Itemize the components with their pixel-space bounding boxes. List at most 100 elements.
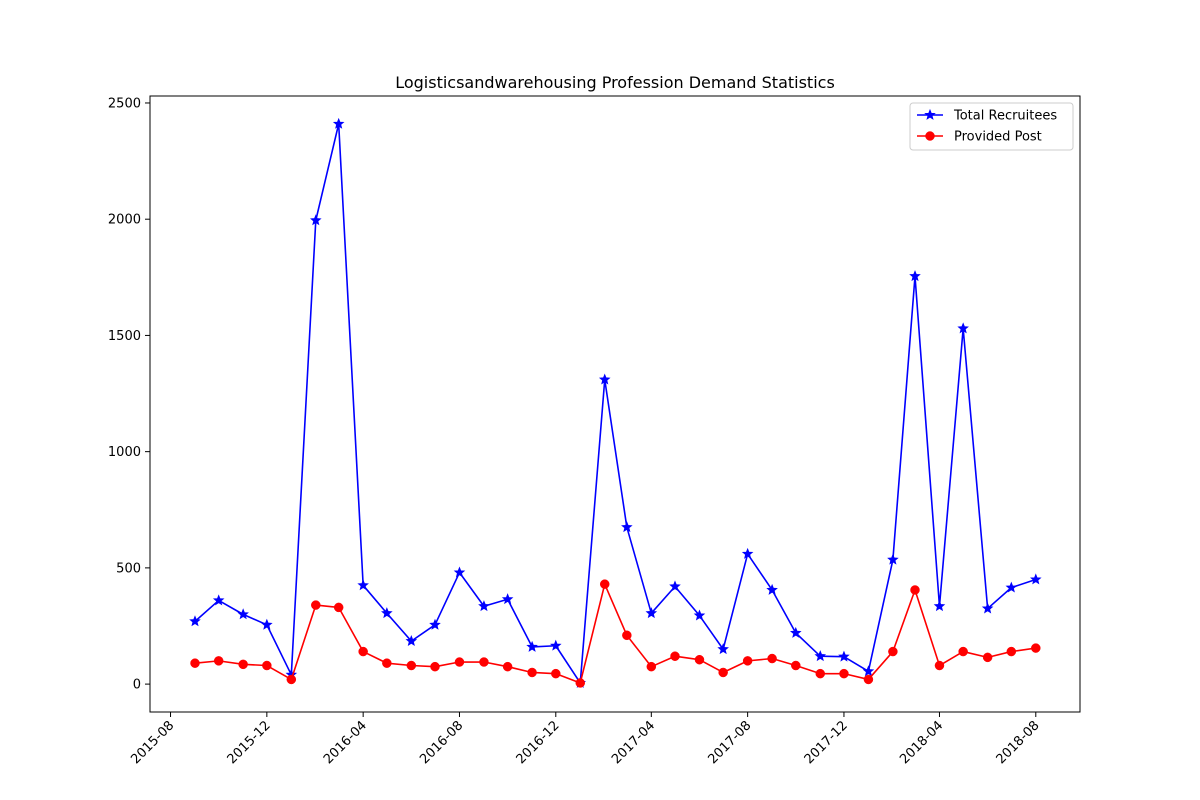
data-point-total-recruitees [887, 553, 899, 565]
legend-item-provided-post: Provided Post [917, 130, 1042, 145]
data-point-total-recruitees [838, 650, 850, 662]
data-point-provided-post [406, 660, 417, 671]
data-point-total-recruitees [212, 594, 225, 606]
y-tick-label: 500 [116, 561, 141, 576]
data-point-provided-post [599, 579, 610, 589]
data-point-provided-post [718, 667, 728, 678]
data-point-provided-post [934, 660, 945, 671]
legend-box [909, 102, 1074, 151]
data-point-total-recruitees [381, 607, 393, 619]
data-point-provided-post [742, 656, 753, 666]
plot-area-frame [149, 95, 1081, 713]
series-line-provided-post [194, 583, 1036, 684]
data-point-provided-post [190, 658, 200, 668]
data-point-provided-post [982, 652, 993, 663]
legend-items: Total Recruitees Provided Post [917, 109, 1057, 145]
data-point-provided-post [839, 668, 849, 679]
data-point-provided-post [311, 600, 321, 610]
y-tick-label: 1500 [108, 329, 141, 344]
data-point-provided-post [1006, 646, 1017, 657]
data-point-total-recruitees [261, 618, 273, 630]
data-point-total-recruitees [598, 373, 611, 385]
legend: Total Recruitees Provided Post [909, 102, 1074, 151]
data-point-total-recruitees [645, 607, 658, 619]
data-point-total-recruitees [332, 117, 345, 129]
legend-item-total-recruitees: Total Recruitees [917, 109, 1057, 124]
data-point-total-recruitees [526, 640, 538, 652]
x-tick-label: 2017-04 [609, 718, 658, 767]
series-total-recruitees [189, 117, 1042, 688]
legend-label: Provided Post [954, 130, 1042, 145]
data-point-total-recruitees [453, 566, 466, 578]
data-point-total-recruitees [981, 602, 994, 614]
data-point-total-recruitees [237, 608, 249, 620]
data-point-provided-post [622, 630, 632, 641]
data-point-provided-post [262, 660, 272, 671]
data-point-provided-post [670, 651, 680, 661]
series-line-total-recruitees [194, 123, 1037, 684]
data-point-provided-post [1031, 643, 1041, 653]
data-point-provided-post [430, 661, 440, 672]
data-point-total-recruitees [357, 579, 369, 591]
data-point-provided-post [791, 660, 801, 671]
data-point-provided-post [551, 668, 561, 679]
y-tick-label: 0 [133, 678, 141, 693]
data-point-provided-post [888, 646, 898, 657]
x-tick-label: 2016-08 [417, 718, 466, 767]
chart-title: Logisticsandwarehousing Profession Deman… [395, 73, 835, 92]
y-tick-label: 2000 [108, 213, 141, 228]
data-point-total-recruitees [717, 643, 729, 655]
data-point-total-recruitees [1030, 573, 1042, 585]
data-point-total-recruitees [478, 600, 490, 612]
data-point-provided-post [286, 674, 297, 685]
data-point-total-recruitees [669, 580, 681, 592]
data-point-provided-post [646, 661, 657, 672]
data-point-total-recruitees [310, 214, 322, 226]
data-point-total-recruitees [766, 583, 778, 595]
data-point-provided-post [333, 602, 344, 613]
data-point-total-recruitees [693, 609, 706, 621]
data-point-provided-post [863, 674, 874, 685]
legend-label: Total Recruitees [953, 109, 1057, 124]
data-point-total-recruitees [1005, 581, 1018, 593]
x-tick-label: 2017-12 [802, 718, 851, 767]
data-point-total-recruitees [550, 639, 562, 651]
data-point-total-recruitees [741, 547, 754, 559]
x-tick-label: 2015-12 [225, 718, 274, 767]
x-tick-label: 2018-08 [994, 718, 1043, 767]
data-point-provided-post [910, 585, 920, 595]
x-tick-label: 2018-04 [897, 718, 946, 767]
data-point-provided-post [382, 658, 392, 668]
data-point-provided-post [958, 646, 968, 657]
data-point-provided-post [527, 667, 537, 678]
data-point-total-recruitees [189, 615, 201, 627]
data-point-provided-post [358, 646, 368, 657]
x-tick-label: 2015-08 [128, 718, 177, 767]
data-point-total-recruitees [909, 270, 921, 282]
data-point-total-recruitees [957, 322, 969, 334]
data-point-total-recruitees [933, 600, 946, 612]
series-provided-post [190, 579, 1041, 688]
data-point-total-recruitees [814, 650, 827, 662]
data-point-total-recruitees [405, 635, 418, 647]
data-point-total-recruitees [501, 593, 514, 605]
legend-marker [924, 108, 936, 120]
y-tick-label: 2500 [108, 96, 141, 111]
x-tick-label: 2016-12 [514, 718, 563, 767]
data-point-provided-post [479, 657, 489, 667]
data-point-provided-post [694, 654, 705, 665]
data-point-provided-post [454, 657, 465, 667]
data-point-total-recruitees [429, 618, 441, 630]
y-tick-label: 1000 [108, 445, 141, 460]
data-point-total-recruitees [790, 626, 802, 638]
data-point-provided-post [238, 659, 248, 670]
data-point-provided-post [815, 668, 826, 679]
data-point-provided-post [213, 656, 224, 666]
series-layer [189, 117, 1042, 688]
x-tick-label: 2017-08 [705, 718, 754, 767]
data-point-provided-post [575, 678, 586, 688]
data-point-provided-post [502, 661, 513, 672]
data-point-total-recruitees [862, 665, 875, 677]
